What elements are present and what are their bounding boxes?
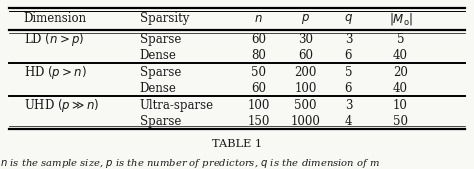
Text: 100: 100: [247, 99, 270, 112]
Text: 5: 5: [345, 66, 352, 79]
Text: Sparse: Sparse: [140, 33, 181, 46]
Text: 50: 50: [393, 115, 408, 128]
Text: 5: 5: [397, 33, 404, 46]
Text: 10: 10: [393, 99, 408, 112]
Text: 4: 4: [345, 115, 352, 128]
Text: Sparse: Sparse: [140, 66, 181, 79]
Text: 3: 3: [345, 99, 352, 112]
Text: 60: 60: [251, 82, 266, 95]
Text: HD $(p > n)$: HD $(p > n)$: [24, 64, 87, 81]
Text: 200: 200: [294, 66, 317, 79]
Text: 1000: 1000: [291, 115, 321, 128]
Text: 50: 50: [251, 66, 266, 79]
Text: $q$: $q$: [344, 11, 353, 26]
Text: UHD $(p \gg n)$: UHD $(p \gg n)$: [24, 97, 99, 114]
Text: Dimension: Dimension: [24, 12, 87, 25]
Text: $\mathit{n}$ is the sample size, $\mathit{p}$ is the number of predictors, $\mat: $\mathit{n}$ is the sample size, $\mathi…: [0, 157, 380, 169]
Text: Ultra-sparse: Ultra-sparse: [140, 99, 214, 112]
Text: 20: 20: [393, 66, 408, 79]
Text: TABLE 1: TABLE 1: [212, 139, 262, 149]
Text: Sparse: Sparse: [140, 115, 181, 128]
Text: $n$: $n$: [254, 12, 263, 25]
Text: LD $(n > p)$: LD $(n > p)$: [24, 31, 84, 48]
Text: Dense: Dense: [140, 50, 177, 63]
Text: 60: 60: [298, 50, 313, 63]
Text: 40: 40: [393, 50, 408, 63]
Text: Dense: Dense: [140, 82, 177, 95]
Text: 150: 150: [247, 115, 270, 128]
Text: 6: 6: [345, 50, 352, 63]
Text: 500: 500: [294, 99, 317, 112]
Text: 30: 30: [298, 33, 313, 46]
Text: 6: 6: [345, 82, 352, 95]
Text: 60: 60: [251, 33, 266, 46]
Text: 3: 3: [345, 33, 352, 46]
Text: 100: 100: [294, 82, 317, 95]
Text: Sparsity: Sparsity: [140, 12, 189, 25]
Text: 40: 40: [393, 82, 408, 95]
Text: 80: 80: [251, 50, 266, 63]
Text: $p$: $p$: [301, 11, 310, 26]
Text: $|M_{\mathrm{o}}|$: $|M_{\mathrm{o}}|$: [389, 10, 412, 27]
